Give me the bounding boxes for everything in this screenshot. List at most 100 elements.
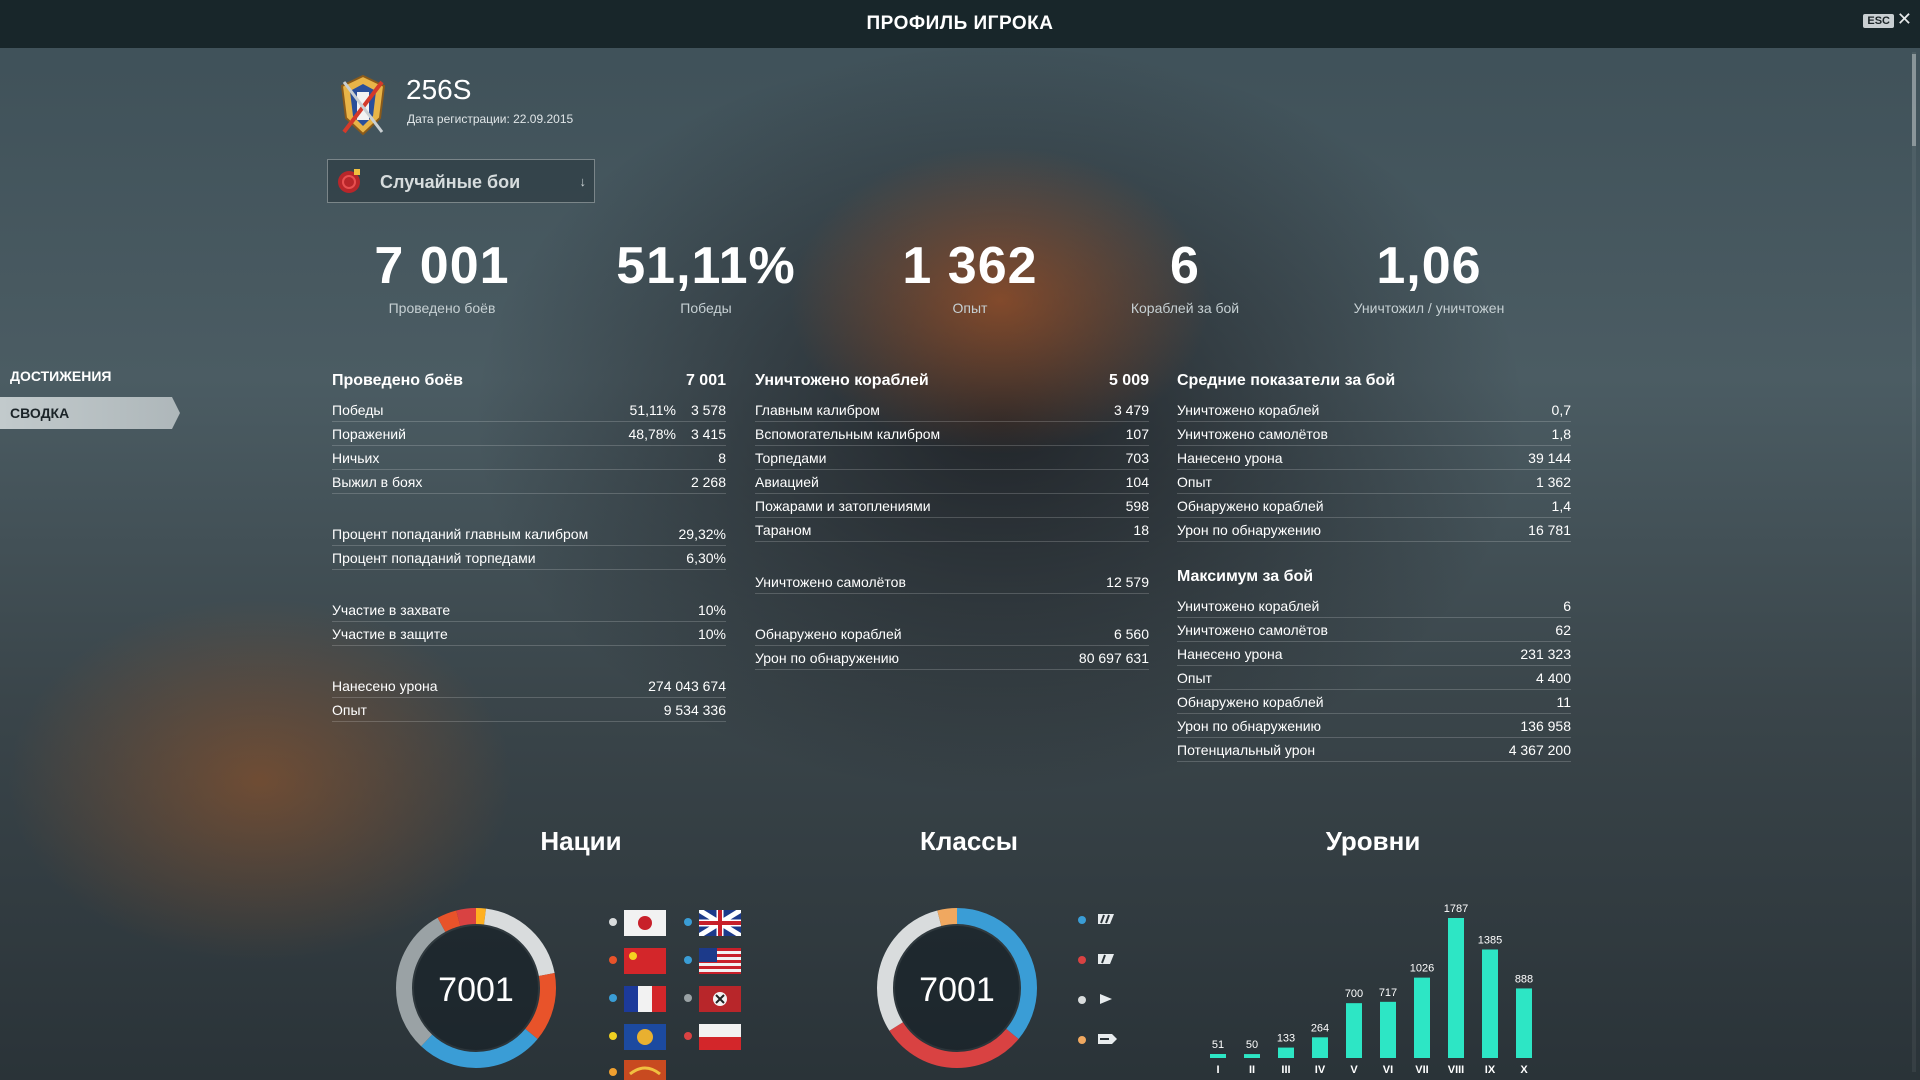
stat-label: Процент попаданий торпедами <box>332 550 536 566</box>
stat-row: Уничтожено самолётов 1,8 <box>1177 422 1571 446</box>
stat-value: 107 <box>1125 426 1149 442</box>
stat-value: 6 560 <box>1113 626 1149 642</box>
close-icon[interactable]: ✕ <box>1896 9 1912 29</box>
stat-row: Ничьих 8 <box>332 446 726 470</box>
highlight-kd-ratio: 1,06 Уничтожил / уничтожен <box>1299 240 1559 316</box>
tier-bar <box>1346 1003 1362 1058</box>
china-flag-icon <box>624 948 666 974</box>
highlight-label: Кораблей за бой <box>1130 300 1240 316</box>
stat-row: Обнаружено кораблей 1,4 <box>1177 494 1571 518</box>
scrollbar-thumb[interactable] <box>1912 54 1916 146</box>
stat-row: Процент попаданий торпедами 6,30% <box>332 546 726 570</box>
stat-row: Нанесено урона 39 144 <box>1177 446 1571 470</box>
stat-row: Главным калибром 3 479 <box>755 398 1149 422</box>
stat-row: Опыт 9 534 336 <box>332 698 726 722</box>
stat-row: Победы 51,11% 3 578 <box>332 398 726 422</box>
tier-bar <box>1210 1054 1226 1058</box>
cruiser-icon <box>1098 954 1114 964</box>
stat-label: Участие в защите <box>332 626 448 642</box>
registration-date: Дата регистрации: 22.09.2015 <box>407 112 574 126</box>
tier-bar <box>1380 1001 1396 1058</box>
side-nav-summary[interactable]: СВОДКА <box>0 397 180 429</box>
stat-value: 6,30% <box>686 550 726 566</box>
stat-row: Нанесено урона 274 043 674 <box>332 674 726 698</box>
stat-value: 1 362 <box>1535 474 1571 490</box>
stat-value: 18 <box>1133 522 1149 538</box>
highlight-battles: 7 001 Проведено боёв <box>312 240 572 316</box>
tier-value-label: 1787 <box>1444 903 1468 915</box>
stat-row: Обнаружено кораблей 6 560 <box>755 622 1149 646</box>
stat-percent: 51,11% <box>629 402 676 418</box>
stat-label: Урон по обнаружению <box>1177 522 1322 538</box>
tier-value-label: 717 <box>1379 987 1397 999</box>
tier-value-label: 700 <box>1345 988 1363 1000</box>
rank-emblem-icon <box>340 74 386 136</box>
stat-label: Пожарами и затоплениями <box>755 498 931 514</box>
battles-title: Проведено боёв <box>332 372 463 389</box>
stat-label: Опыт <box>332 702 367 718</box>
stat-value: 62 <box>1555 622 1571 638</box>
stat-value: 29,32% <box>678 526 726 542</box>
stat-label: Процент попаданий главным калибром <box>332 526 589 542</box>
tier-value-label: 888 <box>1515 973 1533 985</box>
stat-value: 136 958 <box>1520 718 1571 734</box>
stat-value: 39 144 <box>1528 450 1571 466</box>
stat-value: 4 367 200 <box>1508 742 1571 758</box>
average-header: Средние показатели за бой <box>1177 372 1571 398</box>
highlight-label: Уничтожил / уничтожен <box>1353 300 1505 316</box>
stat-value: 12 579 <box>1106 574 1149 590</box>
stat-row: Вспомогательным калибром 107 <box>755 422 1149 446</box>
esc-key-hint[interactable]: ESC <box>1863 14 1894 28</box>
stat-value: 9 534 336 <box>663 702 726 718</box>
tier-bar <box>1244 1054 1260 1058</box>
battle-mode-dropdown[interactable]: Случайные бои ↓ <box>327 159 595 203</box>
destroyed-header: Уничтожено кораблей 5 009 <box>755 372 1149 398</box>
destroyed-title: Уничтожено кораблей <box>755 372 929 389</box>
battles-header: Проведено боёв 7 001 <box>332 372 726 398</box>
stat-value: 4 400 <box>1535 670 1571 686</box>
stat-row: Участие в захвате 10% <box>332 598 726 622</box>
tier-category-label: VIII <box>1448 1064 1465 1076</box>
tier-value-label: 133 <box>1277 1033 1295 1045</box>
tier-value-label: 1385 <box>1478 934 1502 946</box>
legend-dot <box>684 1032 692 1040</box>
classes-segment <box>877 908 1037 1068</box>
tier-category-label: V <box>1350 1064 1358 1076</box>
stat-row: Процент попаданий главным калибром 29,32% <box>332 522 726 546</box>
germany-flag-icon <box>699 986 741 1012</box>
side-nav-achievements[interactable]: ДОСТИЖЕНИЯ <box>10 368 112 384</box>
scrollbar-track[interactable] <box>1912 52 1916 1072</box>
stat-value: 3 415 <box>690 426 726 442</box>
highlight-value: 51,11% <box>616 237 796 295</box>
stat-row: Уничтожено кораблей 6 <box>1177 594 1571 618</box>
battleship-icon <box>1098 914 1114 924</box>
stat-row: Опыт 4 400 <box>1177 666 1571 690</box>
stat-label: Обнаружено кораблей <box>755 626 902 642</box>
tier-bar <box>1414 977 1430 1058</box>
highlight-value: 7 001 <box>374 237 510 295</box>
stat-value: 231 323 <box>1520 646 1571 662</box>
maximum-title: Максимум за бой <box>1177 568 1314 585</box>
stat-row: Уничтожено самолётов 12 579 <box>755 570 1149 594</box>
tier-category-label: VI <box>1383 1064 1393 1076</box>
highlight-experience: 1 362 Опыт <box>840 240 1100 316</box>
japan-flag-icon <box>624 910 666 936</box>
tier-category-label: I <box>1216 1064 1219 1076</box>
battles-total: 7 001 <box>685 372 726 389</box>
legend-dot <box>1078 956 1086 964</box>
legend-dot <box>609 1032 617 1040</box>
classes-title: Классы <box>920 826 1018 856</box>
stat-value: 16 781 <box>1528 522 1571 538</box>
stat-label: Тараном <box>755 522 812 538</box>
tiers-bar-chart: 51 I 50 II 133 III 264 IV 700 V 717 VI 1026 VII 1787 VI… <box>1210 903 1533 1076</box>
side-nav: ДОСТИЖЕНИЯ СВОДКА <box>0 360 180 434</box>
stat-label: Ничьих <box>332 450 380 466</box>
stat-label: Нанесено урона <box>1177 450 1283 466</box>
tier-bar <box>1516 988 1532 1058</box>
stat-value: 3 578 <box>690 402 726 418</box>
stat-label: Авиацией <box>755 474 819 490</box>
stat-value: 274 043 674 <box>648 678 726 694</box>
classes-total: 7001 <box>919 971 995 1009</box>
stat-value: 6 <box>1563 598 1571 614</box>
classes-segment <box>877 908 1037 1068</box>
